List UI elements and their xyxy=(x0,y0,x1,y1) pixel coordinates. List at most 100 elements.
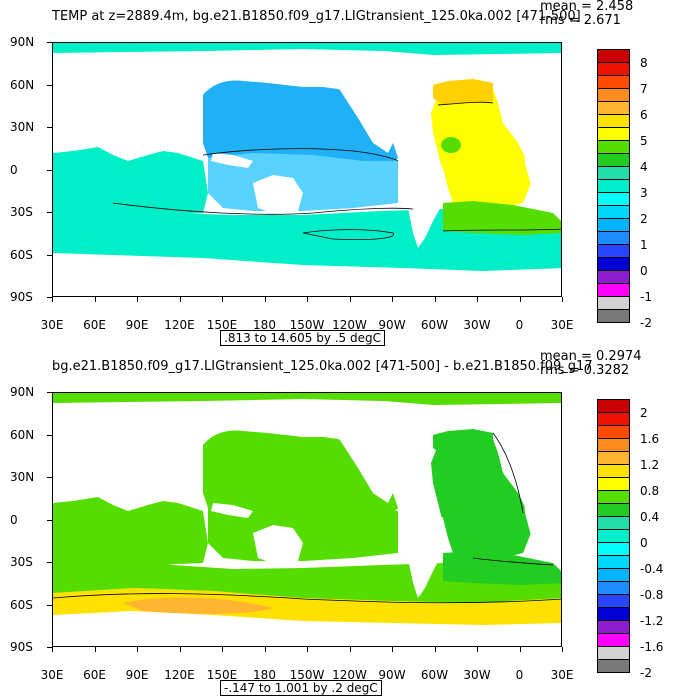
atlantic-warm-band xyxy=(433,79,493,105)
longitude-tick xyxy=(179,647,181,652)
colorbar-swatch xyxy=(597,270,630,284)
colorbar-swatch xyxy=(597,633,630,647)
rms-label: rms = 2.671 xyxy=(540,13,621,28)
contour-lines xyxy=(112,101,561,241)
latitude-tick-label: 60N xyxy=(10,77,35,92)
longitude-tick xyxy=(222,647,223,652)
colorbar-label: 3 xyxy=(640,186,648,200)
atlantic-ocean xyxy=(431,435,531,558)
latitude-tick xyxy=(47,84,52,86)
colorbar-label: 0.8 xyxy=(640,484,660,498)
map-field xyxy=(53,393,561,646)
longitude-tick xyxy=(222,297,223,302)
longitude-tick-label: 90W xyxy=(378,668,406,682)
contour-lines xyxy=(53,432,561,604)
longitude-tick-label: 0 xyxy=(515,668,524,682)
southern-ocean xyxy=(53,588,561,625)
latitude-tick-label: 0 xyxy=(10,162,18,177)
colorbar-swatch xyxy=(597,127,630,141)
longitude-tick-label: 120W xyxy=(332,318,367,332)
colorbar-swatch xyxy=(597,503,630,517)
longitude-tick-label: 150W xyxy=(289,668,325,682)
europe-land xyxy=(493,55,561,122)
colorbar-swatch xyxy=(597,257,630,271)
colorbar-swatch xyxy=(597,568,630,582)
longitude-tick xyxy=(52,647,53,652)
latitude-tick xyxy=(47,434,52,436)
colorbar-label: 2 xyxy=(640,212,648,226)
colorbar-swatch xyxy=(597,88,630,102)
colorbar-swatch xyxy=(597,581,630,595)
colorbar-label: 8 xyxy=(640,56,648,70)
latitude-tick xyxy=(47,647,52,648)
longitude-tick-label: 120E xyxy=(164,668,195,682)
longitude-tick xyxy=(137,297,138,302)
colorbar-label: 2 xyxy=(640,406,648,420)
latitude-tick-label: 60N xyxy=(10,427,35,442)
latitude-tick xyxy=(47,169,52,171)
colorbar-swatch xyxy=(597,438,630,452)
longitude-tick-label: 150E xyxy=(206,668,238,682)
longitude-tick xyxy=(519,647,521,652)
colorbar-swatch xyxy=(597,75,630,89)
longitude-tick xyxy=(264,647,266,652)
longitude-tick-label: 120W xyxy=(332,668,367,682)
colorbar-swatch xyxy=(597,607,630,621)
latitude-tick-label: 90S xyxy=(10,290,33,304)
latitude-tick-label: 90S xyxy=(10,640,33,654)
longitude-tick-label: 60W xyxy=(420,318,449,332)
latitude-tick xyxy=(47,519,52,521)
colorbar-swatch xyxy=(597,542,630,556)
south-atlantic xyxy=(443,201,561,235)
colorbar xyxy=(597,49,630,323)
longitude-tick xyxy=(349,647,351,652)
latitude-tick-label: 30N xyxy=(10,470,35,484)
longitude-tick-label: 30E xyxy=(550,318,574,332)
north-america-land xyxy=(303,401,493,503)
antarctica-land xyxy=(53,623,561,646)
colorbar-swatch xyxy=(597,646,630,660)
colorbar-swatch xyxy=(597,153,630,167)
mean-label: mean = 2.458 xyxy=(540,0,634,14)
longitude-tick xyxy=(434,297,436,302)
longitude-tick-label: 150E xyxy=(206,318,238,332)
colorbar-swatch xyxy=(597,620,630,634)
mean-label: mean = 0.2974 xyxy=(540,349,642,364)
colorbar-swatch xyxy=(597,49,630,63)
latitude-tick xyxy=(47,392,52,393)
panel-title: TEMP at z=2889.4m, bg.e21.B1850.f09_g17.… xyxy=(52,9,581,24)
colorbar-swatch xyxy=(597,659,630,673)
colorbar-swatch xyxy=(597,555,630,569)
colorbar-swatch xyxy=(597,244,630,258)
longitude-tick xyxy=(94,297,96,302)
colorbar-swatch xyxy=(597,283,630,297)
south-atlantic xyxy=(443,551,561,585)
tropical-pacific-band xyxy=(208,503,398,561)
colorbar-swatch xyxy=(597,412,630,426)
colorbar-swatch xyxy=(597,594,630,608)
latitude-tick xyxy=(47,477,52,478)
africa-land xyxy=(523,473,561,561)
latitude-tick-label: 60S xyxy=(10,247,33,262)
longitude-tick-label: 30E xyxy=(40,318,64,332)
longitude-tick xyxy=(179,297,181,302)
latitude-tick xyxy=(47,254,52,256)
latitude-tick xyxy=(47,42,52,43)
longitude-tick-label: 30E xyxy=(550,668,574,682)
longitude-tick xyxy=(392,647,393,652)
latitude-tick xyxy=(47,297,52,298)
longitude-tick-label: 0 xyxy=(515,318,524,332)
colorbar-swatch xyxy=(597,205,630,219)
colorbar-swatch xyxy=(597,490,630,504)
colorbar-label: 1.6 xyxy=(640,432,660,446)
longitude-tick xyxy=(562,297,563,302)
land-mask xyxy=(53,51,561,296)
colorbar-swatch xyxy=(597,425,630,439)
latitude-tick xyxy=(47,212,52,213)
longitude-tick xyxy=(137,647,138,652)
colorbar-swatch xyxy=(597,464,630,478)
longitude-tick xyxy=(477,297,478,302)
longitude-tick-label: 90E xyxy=(125,668,149,682)
colorbar-swatch xyxy=(597,309,630,323)
eurasia-land xyxy=(53,405,213,497)
